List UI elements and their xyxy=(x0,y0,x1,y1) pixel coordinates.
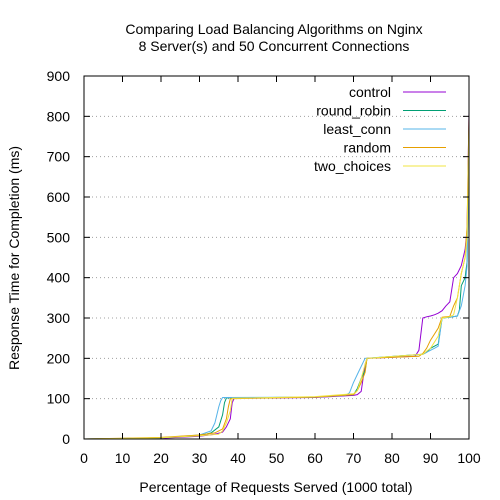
y-tick-label: 800 xyxy=(47,108,71,124)
series-layer xyxy=(83,112,470,440)
x-tick-label: 20 xyxy=(153,450,169,466)
series-line-two_choices xyxy=(83,128,470,440)
legend-label-least_conn: least_conn xyxy=(323,121,391,137)
legend-label-random: random xyxy=(344,140,391,156)
y-tick-label: 300 xyxy=(47,310,71,326)
legend-label-control: control xyxy=(349,84,391,100)
chart-title: Comparing Load Balancing Algorithms on N… xyxy=(125,21,422,37)
x-axis-label: Percentage of Requests Served (1000 tota… xyxy=(139,479,412,495)
y-tick-label: 900 xyxy=(47,68,71,84)
series-line-least_conn xyxy=(83,132,470,440)
x-tick-label: 30 xyxy=(192,450,208,466)
series-line-random xyxy=(83,116,470,440)
chart-subtitle: 8 Server(s) and 50 Concurrent Connection… xyxy=(139,38,410,54)
y-tick-label: 500 xyxy=(47,229,71,245)
y-tick-label: 0 xyxy=(62,431,70,447)
x-tick-label: 90 xyxy=(423,450,439,466)
axis-ticks: 0 100 200 300 400 500 600 700 800 900 0 10 20 30 40 50 6… xyxy=(47,68,481,466)
x-tick-label: 80 xyxy=(384,450,400,466)
x-tick-label: 70 xyxy=(346,450,362,466)
y-tick-label: 600 xyxy=(47,189,71,205)
y-tick-label: 700 xyxy=(47,149,71,165)
x-tick-label: 50 xyxy=(269,450,285,466)
x-tick-label: 10 xyxy=(115,450,131,466)
y-tick-label: 400 xyxy=(47,270,71,286)
y-tick-label: 200 xyxy=(47,350,71,366)
gridlines xyxy=(84,115,469,400)
legend-label-two_choices: two_choices xyxy=(314,158,391,174)
x-tick-label: 60 xyxy=(307,450,323,466)
y-axis-label: Response Time for Completion (ms) xyxy=(6,146,22,370)
legend-label-round_robin: round_robin xyxy=(316,103,391,119)
y-tick-label: 100 xyxy=(47,391,71,407)
x-tick-label: 100 xyxy=(457,450,481,466)
x-tick-label: 0 xyxy=(80,450,88,466)
x-tick-label: 40 xyxy=(230,450,246,466)
